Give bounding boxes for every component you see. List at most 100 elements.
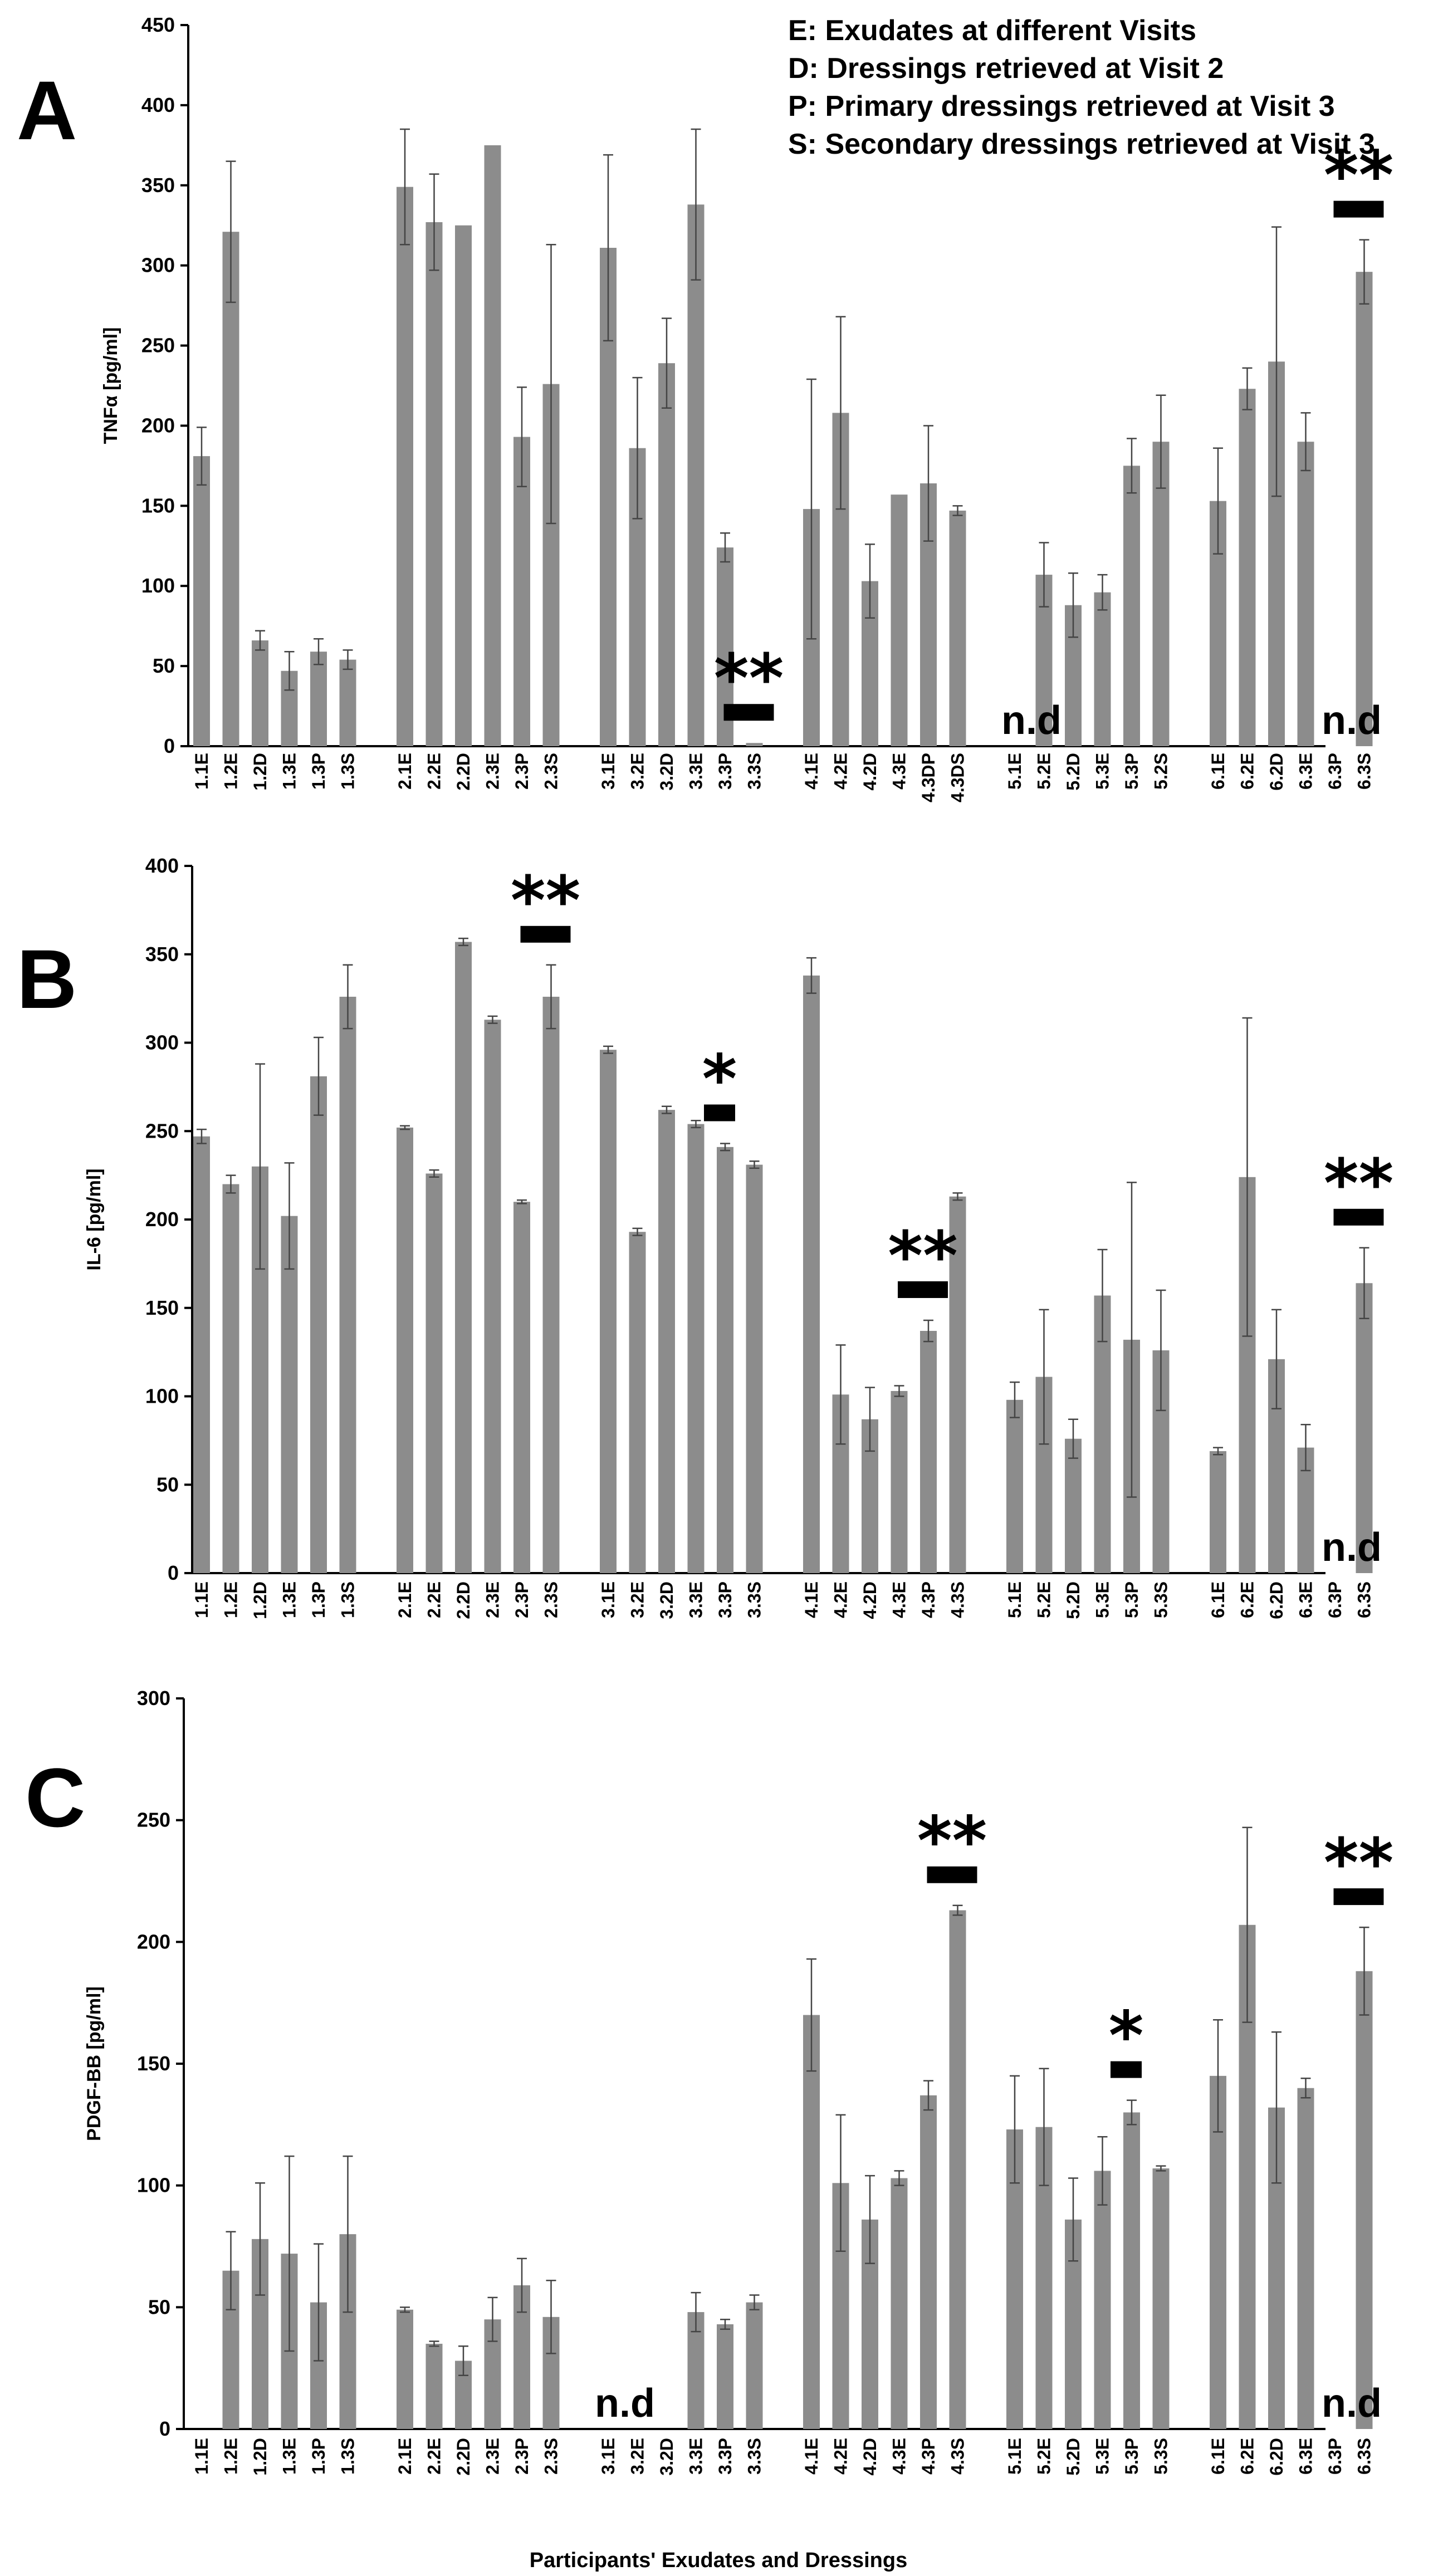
x-tick-label: 6.3S xyxy=(1354,753,1374,790)
x-tick-label: 5.3S xyxy=(1151,1581,1171,1618)
data-bar xyxy=(1297,2088,1314,2429)
x-tick-label: 4.3E xyxy=(889,753,909,790)
x-tick-label: 2.2D xyxy=(453,2438,473,2476)
data-bar xyxy=(1239,389,1256,746)
data-bar xyxy=(717,2324,733,2429)
x-tick-label: 2.3E xyxy=(483,2438,503,2475)
x-tick-label: 5.2E xyxy=(1034,2438,1054,2475)
x-tick-label: 6.1E xyxy=(1208,2438,1228,2475)
x-tick-label: 1.3P xyxy=(309,2438,329,2475)
data-bar xyxy=(1210,2075,1226,2429)
x-tick-label: 1.3S xyxy=(338,1581,358,1618)
x-tick-label: 6.2E xyxy=(1237,2438,1258,2475)
data-bar xyxy=(310,1076,327,1573)
x-tick-label: 2.2D xyxy=(453,1581,473,1619)
data-bar xyxy=(1123,466,1140,746)
y-tick-label: 50 xyxy=(153,654,175,677)
significance-bracket xyxy=(1333,200,1384,218)
data-bar xyxy=(717,1147,733,1573)
data-bar xyxy=(455,225,472,746)
data-bar xyxy=(1094,2171,1111,2429)
x-tick-label: 5.1E xyxy=(1005,2438,1025,2475)
x-tick-label: 6.3E xyxy=(1296,753,1316,790)
x-tick-label: 5.3P xyxy=(1122,753,1142,790)
x-axis-title: Participants' Exudates and Dressings xyxy=(530,2549,908,2572)
x-tick-label: 6.3E xyxy=(1296,1581,1316,1618)
x-tick-label: 3.3S xyxy=(745,2438,765,2475)
y-tick-label: 300 xyxy=(141,254,175,277)
x-tick-label: 5.2E xyxy=(1034,1581,1054,1618)
data-bar xyxy=(339,996,356,1573)
data-bar xyxy=(891,2178,908,2429)
x-tick-label: 2.1E xyxy=(395,1581,415,1618)
x-tick-label: 2.3P xyxy=(512,1581,532,1618)
y-tick-label: 50 xyxy=(148,2295,170,2318)
data-bar xyxy=(949,510,966,746)
x-tick-label: 6.1E xyxy=(1208,753,1228,790)
y-axis-title: TNFα [pg/ml] xyxy=(100,327,121,444)
y-tick-label: 250 xyxy=(137,1809,170,1831)
y-tick-label: 200 xyxy=(141,414,175,437)
x-tick-label: 3.2D xyxy=(657,753,677,791)
y-tick-label: 300 xyxy=(137,1687,170,1710)
x-tick-label: 1.1E xyxy=(192,1581,212,1618)
significance-marker: * xyxy=(702,1041,737,1118)
legend: E: Exudates at different Visits D: Dress… xyxy=(788,14,1375,160)
y-tick-label: 150 xyxy=(145,1296,179,1319)
x-tick-label: 4.3E xyxy=(889,1581,909,1618)
significance-bracket xyxy=(1111,2061,1142,2078)
data-bar xyxy=(339,659,356,746)
y-tick-label: 50 xyxy=(156,1473,179,1496)
y-tick-label: 150 xyxy=(141,494,175,517)
y-tick-label: 300 xyxy=(145,1031,179,1054)
x-tick-label: 1.2E xyxy=(221,753,241,790)
x-tick-label: 5.2D xyxy=(1063,2438,1083,2476)
x-tick-label: 4.3DP xyxy=(918,753,938,802)
data-bar xyxy=(949,1910,966,2429)
x-tick-label: 5.3P xyxy=(1122,1581,1142,1618)
y-axis-title: PDGF-BB [pg/ml] xyxy=(84,1986,105,2141)
x-tick-label: 4.2D xyxy=(860,2438,880,2476)
data-bar xyxy=(1210,1451,1226,1573)
data-bar xyxy=(687,1124,705,1573)
x-tick-label: 4.2D xyxy=(860,753,880,791)
significance-bracket xyxy=(704,1104,735,1122)
data-bar xyxy=(746,743,763,746)
y-tick-label: 450 xyxy=(141,13,175,36)
x-tick-label: 6.2E xyxy=(1237,1581,1258,1618)
y-tick-label: 400 xyxy=(141,94,175,116)
not-detected-label: n.d xyxy=(595,2381,655,2426)
x-tick-label: 2.1E xyxy=(395,2438,415,2475)
x-tick-label: 6.3E xyxy=(1296,2438,1316,2475)
significance-bracket xyxy=(723,704,774,721)
x-tick-label: 1.2D xyxy=(250,2438,270,2476)
x-tick-label: 2.2D xyxy=(453,753,473,791)
x-tick-label: 5.2D xyxy=(1063,753,1083,791)
x-tick-label: 5.2E xyxy=(1034,753,1054,790)
y-tick-label: 400 xyxy=(145,854,179,877)
x-tick-label: 1.3S xyxy=(338,753,358,790)
x-tick-label: 3.3E xyxy=(686,2438,706,2475)
data-bar xyxy=(193,456,210,746)
significance-marker: ** xyxy=(1324,1825,1394,1902)
x-tick-label: 2.2E xyxy=(424,1581,444,1618)
data-bar xyxy=(222,232,239,746)
data-bar xyxy=(1152,442,1170,746)
x-tick-label: 3.2D xyxy=(657,1581,677,1619)
data-bar xyxy=(1094,592,1111,746)
data-bar xyxy=(746,1164,763,1573)
panel-a-chart: 0 50 100 150 200 250 300 350 400 450 TNFα [pg/ml] 1… xyxy=(100,13,1393,802)
x-tick-label: 5.2S xyxy=(1151,753,1171,790)
significance-marker: ** xyxy=(511,863,581,940)
x-tick-label: 5.1E xyxy=(1005,753,1025,790)
x-tick-label: 4.2D xyxy=(860,1581,880,1619)
x-tick-label: 4.2E xyxy=(831,1581,851,1618)
y-tick-label: 350 xyxy=(141,174,175,197)
significance-marker: ** xyxy=(1324,1145,1394,1223)
legend-item-secondary-v3: S: Secondary dressings retrieved at Visi… xyxy=(788,128,1375,160)
x-tick-label: 4.3E xyxy=(889,2438,909,2475)
significance-marker: ** xyxy=(1324,138,1394,215)
data-bar xyxy=(1297,442,1314,746)
data-bar xyxy=(629,1232,646,1573)
x-tick-label: 4.3S xyxy=(948,2438,968,2475)
